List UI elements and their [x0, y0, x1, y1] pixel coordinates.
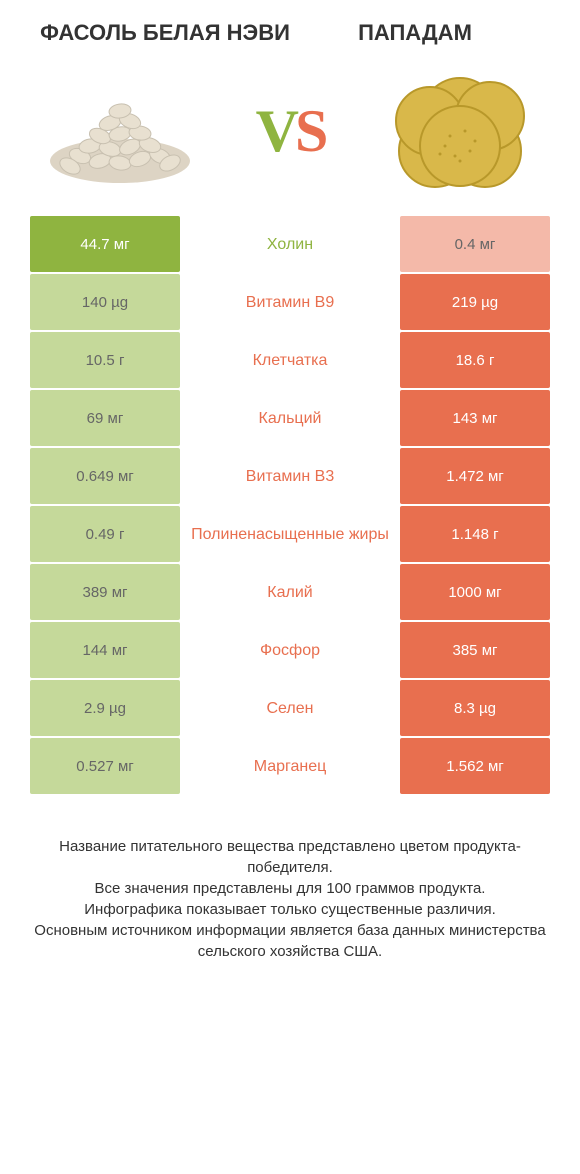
nutrient-label: Клетчатка	[180, 332, 400, 388]
left-value: 0.649 мг	[30, 448, 180, 504]
table-row: 44.7 мгХолин0.4 мг	[30, 216, 550, 272]
beans-image	[40, 66, 200, 196]
footer-line-3: Инфографика показывает только существенн…	[30, 899, 550, 920]
nutrient-label: Холин	[180, 216, 400, 272]
right-value: 0.4 мг	[400, 216, 550, 272]
right-value: 1000 мг	[400, 564, 550, 620]
table-row: 389 мгКалий1000 мг	[30, 564, 550, 620]
nutrient-label: Марганец	[180, 738, 400, 794]
footer-line-1: Название питательного вещества представл…	[30, 836, 550, 878]
table-row: 144 мгФосфор385 мг	[30, 622, 550, 678]
left-value: 0.527 мг	[30, 738, 180, 794]
left-value: 0.49 г	[30, 506, 180, 562]
vs-v: V	[256, 98, 295, 164]
images-row: VS	[0, 56, 580, 216]
left-value: 144 мг	[30, 622, 180, 678]
left-value: 389 мг	[30, 564, 180, 620]
footer-line-4: Основным источником информации является …	[30, 920, 550, 962]
table-row: 0.649 мгВитамин B31.472 мг	[30, 448, 550, 504]
nutrient-label: Фосфор	[180, 622, 400, 678]
right-value: 1.472 мг	[400, 448, 550, 504]
left-value: 69 мг	[30, 390, 180, 446]
table-row: 0.527 мгМарганец1.562 мг	[30, 738, 550, 794]
left-value: 140 µg	[30, 274, 180, 330]
table-row: 2.9 µgСелен8.3 µg	[30, 680, 550, 736]
left-product-title: ФАСОЛЬ БЕЛАЯ НЭВИ	[40, 20, 290, 46]
nutrient-label: Кальций	[180, 390, 400, 446]
right-value: 143 мг	[400, 390, 550, 446]
nutrient-label: Селен	[180, 680, 400, 736]
nutrient-label: Полиненасыщенные жиры	[180, 506, 400, 562]
comparison-table: 44.7 мгХолин0.4 мг140 µgВитамин B9219 µg…	[0, 216, 580, 794]
nutrient-label: Витамин B3	[180, 448, 400, 504]
left-value: 44.7 мг	[30, 216, 180, 272]
nutrient-label: Калий	[180, 564, 400, 620]
footer-line-2: Все значения представлены для 100 граммо…	[30, 878, 550, 899]
right-value: 8.3 µg	[400, 680, 550, 736]
footer-notes: Название питательного вещества представл…	[0, 796, 580, 982]
right-value: 385 мг	[400, 622, 550, 678]
nutrient-label: Витамин B9	[180, 274, 400, 330]
left-value: 10.5 г	[30, 332, 180, 388]
header: ФАСОЛЬ БЕЛАЯ НЭВИ ПАПАДАМ	[0, 0, 580, 56]
table-row: 69 мгКальций143 мг	[30, 390, 550, 446]
right-value: 219 µg	[400, 274, 550, 330]
right-value: 18.6 г	[400, 332, 550, 388]
left-value: 2.9 µg	[30, 680, 180, 736]
papadam-image	[380, 66, 540, 196]
table-row: 140 µgВитамин B9219 µg	[30, 274, 550, 330]
vs-label: VS	[256, 97, 325, 166]
vs-s: S	[295, 98, 324, 164]
right-product-title: ПАПАДАМ	[290, 20, 540, 46]
table-row: 10.5 гКлетчатка18.6 г	[30, 332, 550, 388]
right-value: 1.562 мг	[400, 738, 550, 794]
right-value: 1.148 г	[400, 506, 550, 562]
table-row: 0.49 гПолиненасыщенные жиры1.148 г	[30, 506, 550, 562]
